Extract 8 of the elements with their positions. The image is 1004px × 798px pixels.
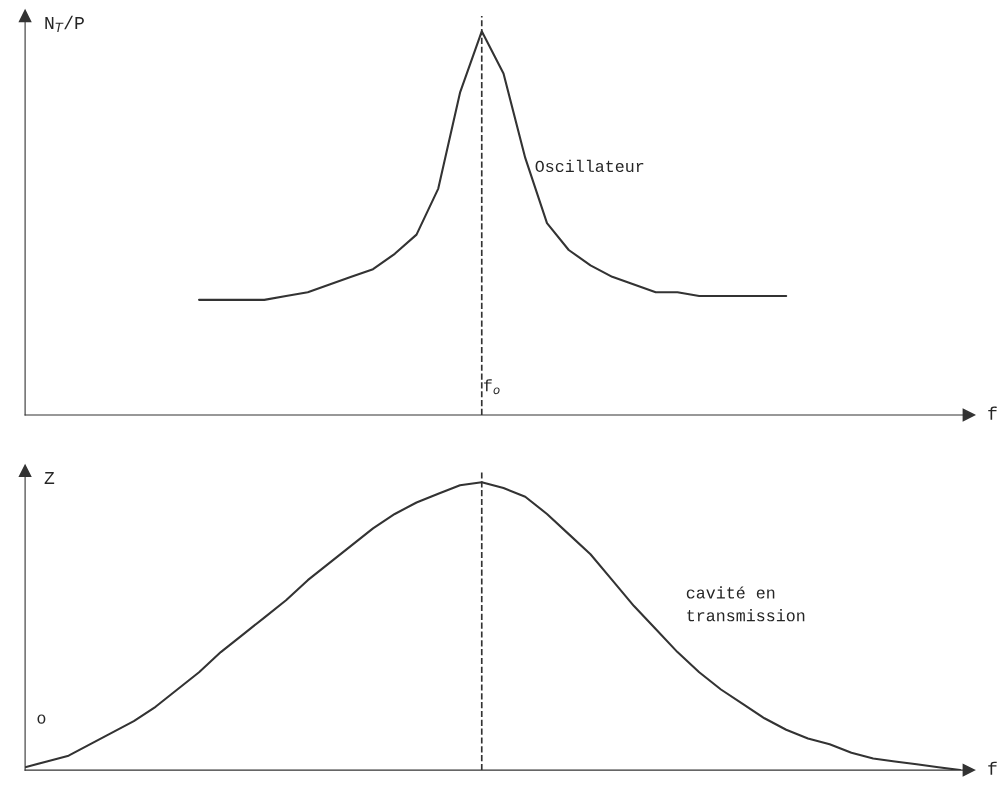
annotation: f$_{o}$: [483, 379, 500, 395]
annotation: cavité en transmission: [686, 586, 805, 622]
annotation: Oscillateur: [535, 159, 644, 173]
y-axis-title: Z: [44, 472, 55, 484]
y-axis-title: N$_{T}$/P: [45, 15, 84, 32]
annotation: o: [37, 714, 46, 724]
x-axis-title: f: [988, 761, 997, 775]
x-axis-title: f: [988, 406, 997, 420]
